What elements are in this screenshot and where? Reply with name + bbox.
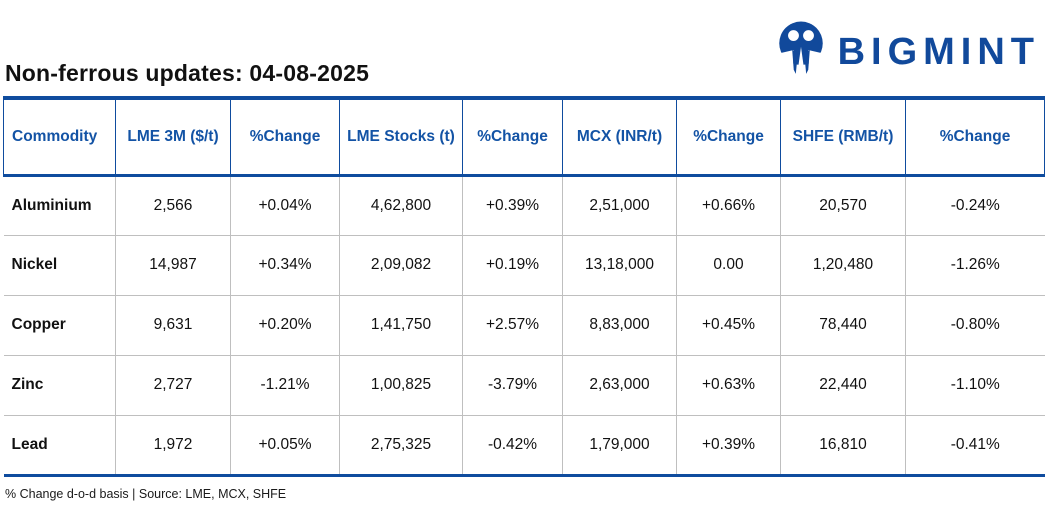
commodity-name: Zinc xyxy=(3,355,116,416)
value-cell: 2,566 xyxy=(115,175,231,236)
value-cell: 1,79,000 xyxy=(562,415,677,477)
value-cell: 8,83,000 xyxy=(562,295,677,356)
value-cell: 2,727 xyxy=(115,355,231,416)
percent-change-cell: +0.63% xyxy=(676,355,781,416)
footer-note: % Change d-o-d basis | Source: LME, MCX,… xyxy=(5,486,287,501)
table-row-lead: Lead 1,972 +0.05% 2,75,325 -0.42% 1,79,000 +0.… xyxy=(3,415,1045,477)
percent-change-cell: -1.21% xyxy=(230,355,340,416)
percent-change-cell: +2.57% xyxy=(462,295,563,356)
percent-change-cell: -0.24% xyxy=(905,175,1045,236)
value-cell: 20,570 xyxy=(780,175,906,236)
percent-change-cell: 0.00 xyxy=(676,235,781,296)
value-cell: 13,18,000 xyxy=(562,235,677,296)
brand-name: BIGMINT xyxy=(837,30,1040,73)
value-cell: 22,440 xyxy=(780,355,906,416)
percent-change-cell: +0.39% xyxy=(462,175,563,236)
commodity-name: Copper xyxy=(3,295,116,356)
table-row-copper: Copper 9,631 +0.20% 1,41,750 +2.57% 8,83,000 +… xyxy=(3,295,1045,356)
brand-logo: BIGMINT xyxy=(775,20,1040,83)
commodity-table: Commodity LME 3M ($/t) %Change LME Stocks (… xyxy=(3,96,1045,477)
value-cell: 1,972 xyxy=(115,415,231,477)
percent-change-cell: +0.19% xyxy=(462,235,563,296)
percent-change-cell: -3.79% xyxy=(462,355,563,416)
table-header: Commodity LME 3M ($/t) %Change LME Stocks (… xyxy=(3,96,1045,177)
value-cell: 9,631 xyxy=(115,295,231,356)
percent-change-cell: +0.34% xyxy=(230,235,340,296)
table-body: Aluminium 2,566 +0.04% 4,62,800 +0.39% 2,51,0… xyxy=(3,175,1045,477)
commodity-name: Nickel xyxy=(3,235,116,296)
percent-change-cell: +0.05% xyxy=(230,415,340,477)
table-row-nickel: Nickel 14,987 +0.34% 2,09,082 +0.19% 13,18,00… xyxy=(3,235,1045,296)
table-row-zinc: Zinc 2,727 -1.21% 1,00,825 -3.79% 2,63,000 +0.… xyxy=(3,355,1045,416)
value-cell: 4,62,800 xyxy=(339,175,463,236)
commodity-name: Aluminium xyxy=(3,175,116,236)
value-cell: 1,00,825 xyxy=(339,355,463,416)
value-cell: 16,810 xyxy=(780,415,906,477)
value-cell: 1,41,750 xyxy=(339,295,463,356)
commodity-name: Lead xyxy=(3,415,116,477)
column-header-mcx-inr-t: MCX (INR/t) xyxy=(562,96,677,177)
page-title: Non-ferrous updates: 04-08-2025 xyxy=(5,60,370,86)
value-cell: 2,75,325 xyxy=(339,415,463,477)
percent-change-cell: -0.41% xyxy=(905,415,1045,477)
value-cell: 1,20,480 xyxy=(780,235,906,296)
header-row: Commodity LME 3M ($/t) %Change LME Stocks (… xyxy=(3,96,1045,177)
column-header-change: %Change xyxy=(676,96,781,177)
percent-change-cell: +0.66% xyxy=(676,175,781,236)
value-cell: 2,63,000 xyxy=(562,355,677,416)
column-header-shfe-rmb-t: SHFE (RMB/t) xyxy=(780,96,906,177)
percent-change-cell: +0.39% xyxy=(676,415,781,477)
column-header-change: %Change xyxy=(462,96,563,177)
column-header-change: %Change xyxy=(905,96,1045,177)
value-cell: 2,51,000 xyxy=(562,175,677,236)
percent-change-cell: -1.26% xyxy=(905,235,1045,296)
column-header-change: %Change xyxy=(230,96,340,177)
table-row-aluminium: Aluminium 2,566 +0.04% 4,62,800 +0.39% 2,51,0… xyxy=(3,175,1045,236)
percent-change-cell: +0.04% xyxy=(230,175,340,236)
column-header-lme-stocks-t: LME Stocks (t) xyxy=(339,96,463,177)
column-header-lme-3m-t: LME 3M ($/t) xyxy=(115,96,231,177)
percent-change-cell: +0.45% xyxy=(676,295,781,356)
percent-change-cell: +0.20% xyxy=(230,295,340,356)
bigmint-logo-icon xyxy=(775,20,827,83)
percent-change-cell: -1.10% xyxy=(905,355,1045,416)
value-cell: 14,987 xyxy=(115,235,231,296)
percent-change-cell: -0.42% xyxy=(462,415,563,477)
column-header-commodity: Commodity xyxy=(3,96,116,177)
value-cell: 2,09,082 xyxy=(339,235,463,296)
value-cell: 78,440 xyxy=(780,295,906,356)
percent-change-cell: -0.80% xyxy=(905,295,1045,356)
